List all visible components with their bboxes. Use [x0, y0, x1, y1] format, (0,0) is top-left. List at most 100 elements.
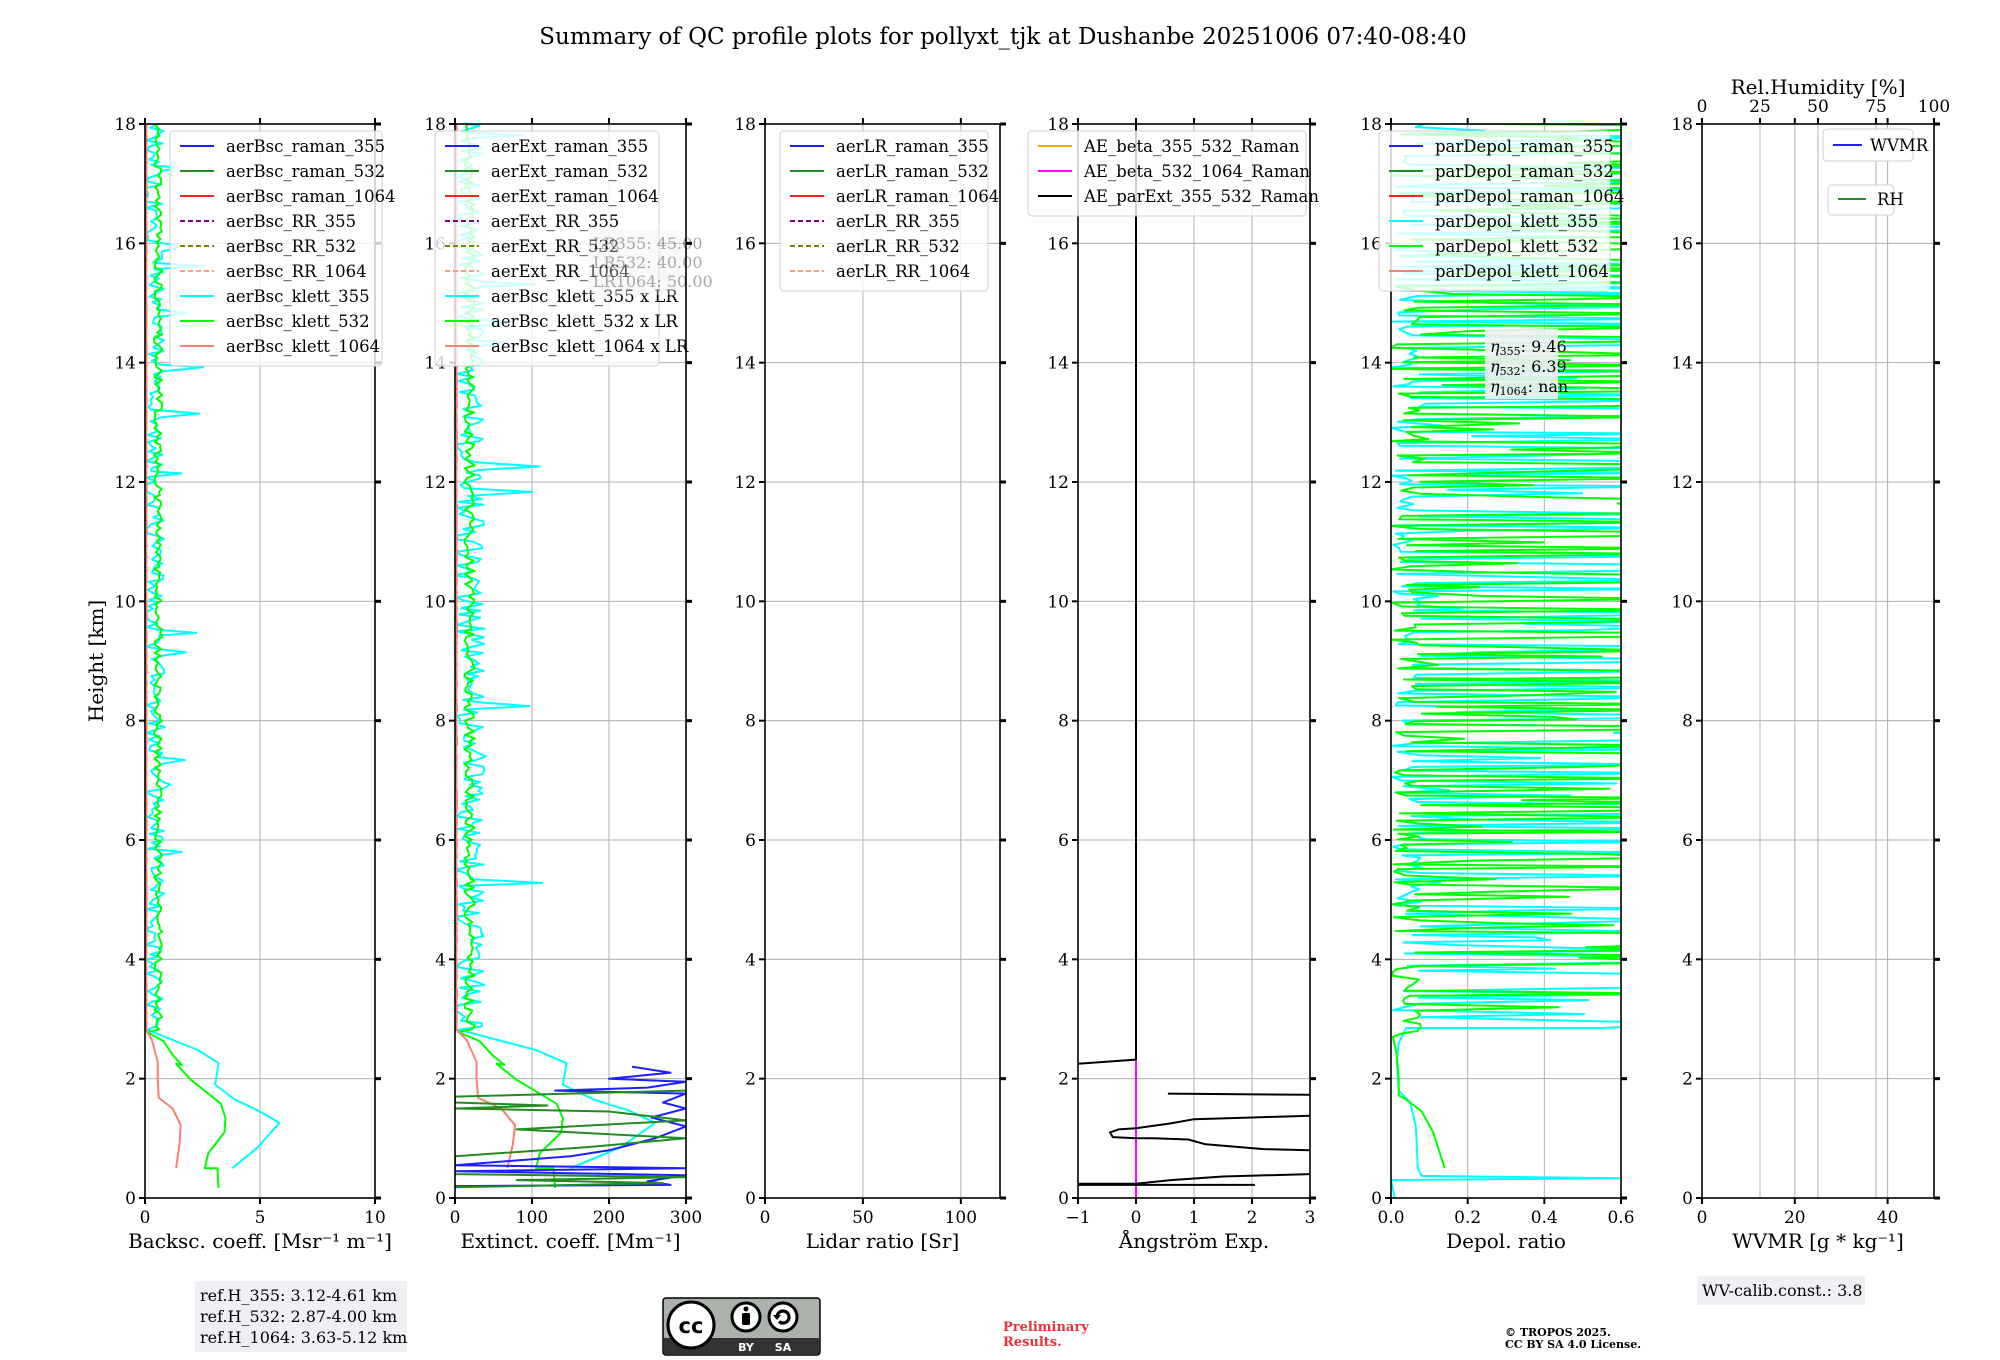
- y-tick-label: 4: [1682, 950, 1693, 970]
- y-tick-label: 2: [435, 1070, 446, 1090]
- y-tick-label: 6: [1682, 831, 1693, 851]
- legend-label: AE_parExt_355_532_Raman: [1083, 187, 1319, 206]
- legend-label: aerBsc_raman_355: [226, 137, 385, 156]
- y-tick-label: 12: [424, 473, 446, 493]
- axes-frame: [454, 123, 687, 1199]
- figure-title: Summary of QC profile plots for pollyxt_…: [539, 24, 1466, 50]
- y-tick-label: 10: [424, 592, 446, 612]
- axes-frame: [764, 123, 1001, 1199]
- x-axis-label: Depol. ratio: [1446, 1229, 1566, 1253]
- legend-frame: [779, 130, 989, 292]
- y-tick-label: 8: [1058, 712, 1069, 732]
- x-tick-label: 1: [1189, 1208, 1200, 1228]
- series-aerbsc-klett-532: [146, 124, 227, 1188]
- series-ae-parext-355-532-raman: [1108, 1114, 1310, 1152]
- legend-label: aerBsc_klett_1064 x LR: [491, 337, 689, 356]
- legend-label: aerBsc_klett_355: [226, 287, 370, 306]
- y-tick-label: 16: [1360, 234, 1382, 254]
- legend-depol: parDepol_raman_355 parDepol_raman_532 parD…: [1378, 130, 1624, 292]
- legend-label: AE_beta_532_1064_Raman: [1083, 162, 1310, 181]
- y-tick-label: 14: [1671, 354, 1693, 374]
- legend-ext: aerExt_raman_355 aerExt_raman_532 aerExt_r…: [434, 130, 689, 367]
- x-axis-label: Lidar ratio [Sr]: [806, 1229, 960, 1253]
- y-tick-label: 10: [1047, 592, 1069, 612]
- legend-label: aerLR_RR_355: [836, 212, 960, 231]
- y-tick-label: 6: [745, 831, 756, 851]
- x-tick-label: 10: [364, 1208, 386, 1228]
- y-tick-label: 10: [1360, 592, 1382, 612]
- y-tick-label: 8: [435, 712, 446, 732]
- x-tick-label: 0: [760, 1208, 771, 1228]
- x-tick-label: 5: [255, 1208, 266, 1228]
- y-tick-label: 12: [734, 473, 756, 493]
- x-tick-label: 200: [593, 1208, 625, 1228]
- y-tick-label: 4: [745, 950, 756, 970]
- x-tick-label: 100: [516, 1208, 548, 1228]
- eta-box-bg: [1485, 329, 1558, 399]
- preliminary-note-line2: Results.: [1003, 1335, 1062, 1350]
- legend-frame: [1027, 130, 1307, 217]
- legend-label: aerBsc_klett_1064: [226, 337, 380, 356]
- y-tick-label: 8: [125, 712, 136, 732]
- svg-text:cc: cc: [679, 1314, 704, 1338]
- info-box-bg: [195, 1281, 407, 1352]
- rh-tick-label: 25: [1749, 97, 1771, 117]
- y-tick-label: 14: [734, 354, 756, 374]
- rh-axis-label: Rel.Humidity [%]: [1731, 75, 1906, 99]
- y-tick-label: 10: [114, 592, 136, 612]
- x-tick-label: 100: [945, 1208, 977, 1228]
- y-tick-label: 16: [734, 234, 756, 254]
- cc-sa-label: SA: [775, 1341, 792, 1354]
- y-tick-label: 0: [1371, 1189, 1382, 1209]
- legend-label: aerExt_raman_355: [491, 137, 648, 156]
- x-axis-label: Backsc. coeff. [Msr⁻¹ m⁻¹]: [128, 1229, 392, 1253]
- series-group: [1078, 124, 1310, 1198]
- legend-label: WVMR: [1870, 136, 1929, 155]
- x-tick-label: 0.6: [1607, 1208, 1634, 1228]
- x-axis-label: WVMR [g * kg⁻¹]: [1732, 1229, 1904, 1253]
- series-ae-parext-355-532-raman: [1078, 124, 1137, 1065]
- x-axis-label: Extinct. coeff. [Mm⁻¹]: [460, 1229, 680, 1253]
- cc-license-badge: cc BY SA: [662, 1297, 821, 1356]
- y-tick-label: 12: [1671, 473, 1693, 493]
- x-tick-label: 0.2: [1454, 1208, 1481, 1228]
- y-tick-label: 0: [745, 1189, 756, 1209]
- y-tick-label: 4: [1371, 950, 1382, 970]
- y-tick-label: 6: [1371, 831, 1382, 851]
- y-tick-label: 18: [734, 115, 756, 135]
- legend-lr: aerLR_raman_355 aerLR_raman_532 aerLR_rama…: [779, 130, 999, 292]
- legend-frame: [1378, 130, 1611, 292]
- x-tick-label: 0.4: [1531, 1208, 1558, 1228]
- y-tick-label: 8: [1371, 712, 1382, 732]
- x-tick-label: 0: [1697, 1208, 1708, 1228]
- legend-label: aerBsc_raman_532: [226, 162, 385, 181]
- y-tick-label: 12: [1047, 473, 1069, 493]
- rh-tick-label: 0: [1697, 97, 1708, 117]
- cc-by-label: BY: [738, 1341, 755, 1354]
- sa-sharealike-icon: [767, 1301, 799, 1333]
- y-tick-label: 14: [1360, 354, 1382, 374]
- preliminary-note-line1: Preliminary: [1003, 1320, 1089, 1335]
- by-attribution-icon: [730, 1301, 762, 1333]
- grid: [1077, 123, 1311, 1199]
- x-tick-label: 3: [1305, 1208, 1316, 1228]
- y-tick-label: 2: [1058, 1070, 1069, 1090]
- legend-rh: RH: [1827, 184, 1904, 216]
- series-ae-parext-355-532-raman: [1078, 1173, 1310, 1186]
- y-tick-label: 0: [1682, 1189, 1693, 1209]
- y-tick-label: 2: [745, 1070, 756, 1090]
- info-box-line: ref.H_1064: 3.63-5.12 km: [200, 1328, 407, 1347]
- y-tick-label: 4: [1058, 950, 1069, 970]
- lr-box-line: LR355: 45.00: [593, 234, 703, 253]
- y-tick-label: 18: [1671, 115, 1693, 135]
- y-tick-label: 10: [1671, 592, 1693, 612]
- legend-label: AE_beta_355_532_Raman: [1083, 137, 1300, 156]
